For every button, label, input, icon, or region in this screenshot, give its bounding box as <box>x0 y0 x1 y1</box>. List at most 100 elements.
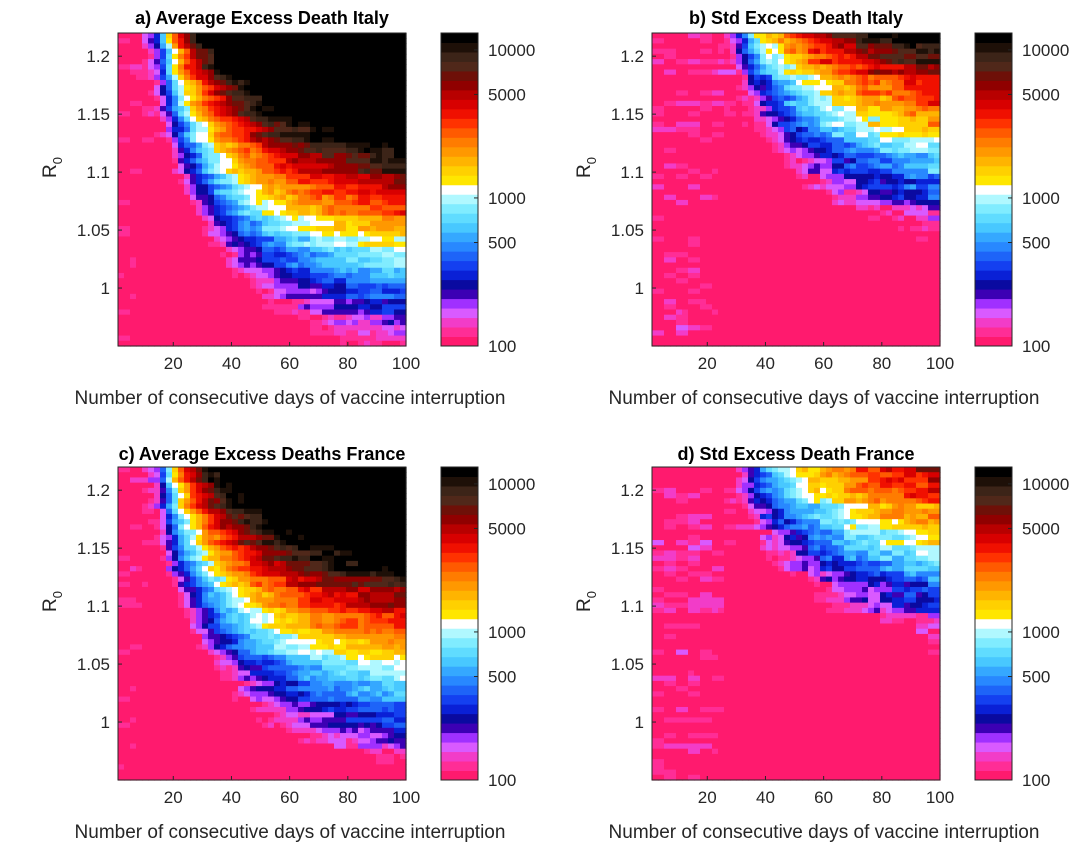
heatmap-cell <box>352 267 359 274</box>
heatmap-cell <box>664 252 671 258</box>
heatmap-cell <box>334 252 341 258</box>
heatmap-cell <box>262 179 269 185</box>
heatmap-cell <box>334 314 341 321</box>
heatmap-cell <box>778 59 785 65</box>
heatmap-cell <box>340 236 347 243</box>
heatmap-cell <box>118 194 125 201</box>
heatmap-cell <box>838 184 845 191</box>
heatmap-cell <box>292 53 299 60</box>
heatmap-cell <box>334 85 341 91</box>
heatmap-cell <box>292 74 299 81</box>
heatmap-cell <box>340 132 347 138</box>
heatmap-cell <box>274 69 281 76</box>
heatmap-cell <box>136 184 143 191</box>
heatmap-cell <box>250 246 257 253</box>
heatmap-cell <box>196 226 203 232</box>
heatmap-cell <box>280 64 287 71</box>
heatmap-cell <box>364 116 371 123</box>
heatmap-cell <box>226 69 233 76</box>
heatmap-cell <box>166 100 173 107</box>
heatmap-cell <box>220 299 227 305</box>
heatmap-cell <box>232 241 239 248</box>
heatmap-cell <box>220 194 227 201</box>
heatmap-cell <box>118 267 125 274</box>
heatmap-cell <box>202 158 209 165</box>
heatmap-cell <box>700 126 707 133</box>
heatmap-cell <box>676 325 683 331</box>
heatmap-cell <box>142 126 149 133</box>
heatmap-cell <box>130 278 137 284</box>
heatmap-cell <box>304 335 311 342</box>
heatmap-cell <box>298 69 305 76</box>
heatmap-cell <box>802 278 809 284</box>
heatmap-cell <box>202 121 209 128</box>
heatmap-cell <box>838 314 845 321</box>
heatmap-cell <box>286 95 293 102</box>
heatmap-cell <box>724 304 731 311</box>
heatmap-cell <box>778 173 785 180</box>
heatmap-cell <box>238 241 245 248</box>
heatmap-cell <box>652 163 659 170</box>
heatmap-cell <box>676 173 683 180</box>
heatmap-cell <box>694 340 701 347</box>
heatmap-cell <box>232 314 239 321</box>
heatmap-cell <box>736 236 743 243</box>
heatmap-cell <box>292 340 299 347</box>
heatmap-cell <box>382 325 389 331</box>
heatmap-cell <box>814 106 821 112</box>
heatmap-cell <box>346 163 353 170</box>
heatmap-cell <box>814 189 821 196</box>
heatmap-cell <box>292 137 299 144</box>
heatmap-cell <box>226 189 233 196</box>
heatmap-cell <box>790 293 797 300</box>
heatmap-cell <box>850 152 857 159</box>
heatmap-cell <box>310 267 317 274</box>
heatmap-cell <box>760 64 767 71</box>
heatmap-cell <box>196 147 203 154</box>
heatmap-cell <box>664 257 671 264</box>
heatmap-cell <box>718 64 725 71</box>
heatmap-cell <box>304 90 311 97</box>
heatmap-cell <box>124 252 131 258</box>
heatmap-cell <box>784 262 791 269</box>
heatmap-cell <box>124 95 131 102</box>
heatmap-cell <box>718 100 725 107</box>
heatmap-cell <box>706 288 713 295</box>
heatmap-cell <box>328 226 335 232</box>
heatmap-cell <box>280 246 287 253</box>
heatmap-cell <box>286 184 293 191</box>
heatmap-cell <box>334 184 341 191</box>
heatmap-cell <box>706 246 713 253</box>
heatmap-cell <box>724 262 731 269</box>
heatmap-cell <box>190 74 197 81</box>
heatmap-cell <box>250 236 257 243</box>
heatmap-cell <box>358 79 365 86</box>
heatmap-cell <box>166 43 173 50</box>
heatmap-cell <box>184 220 191 227</box>
heatmap-cell <box>370 241 377 248</box>
heatmap-cell <box>682 210 689 217</box>
heatmap-cell <box>274 262 281 269</box>
heatmap-cell <box>754 64 761 71</box>
heatmap-cell <box>376 246 383 253</box>
heatmap-cell <box>334 215 341 222</box>
heatmap-cell <box>346 288 353 295</box>
heatmap-cell <box>202 142 209 149</box>
heatmap-cell <box>304 325 311 331</box>
heatmap-cell <box>736 304 743 311</box>
heatmap-cell <box>760 272 767 279</box>
heatmap-cell <box>238 64 245 71</box>
heatmap-cell <box>370 210 377 217</box>
heatmap-cell <box>232 100 239 107</box>
heatmap-cell <box>196 85 203 91</box>
heatmap-cell <box>808 319 815 326</box>
heatmap-cell <box>826 299 833 305</box>
heatmap-cell <box>670 335 677 342</box>
heatmap-cell <box>814 205 821 211</box>
heatmap-cell <box>142 252 149 258</box>
heatmap-cell <box>322 100 329 107</box>
heatmap-cell <box>670 194 677 201</box>
heatmap-cell <box>178 106 185 112</box>
heatmap-cell <box>730 340 737 347</box>
heatmap-cell <box>832 173 839 180</box>
